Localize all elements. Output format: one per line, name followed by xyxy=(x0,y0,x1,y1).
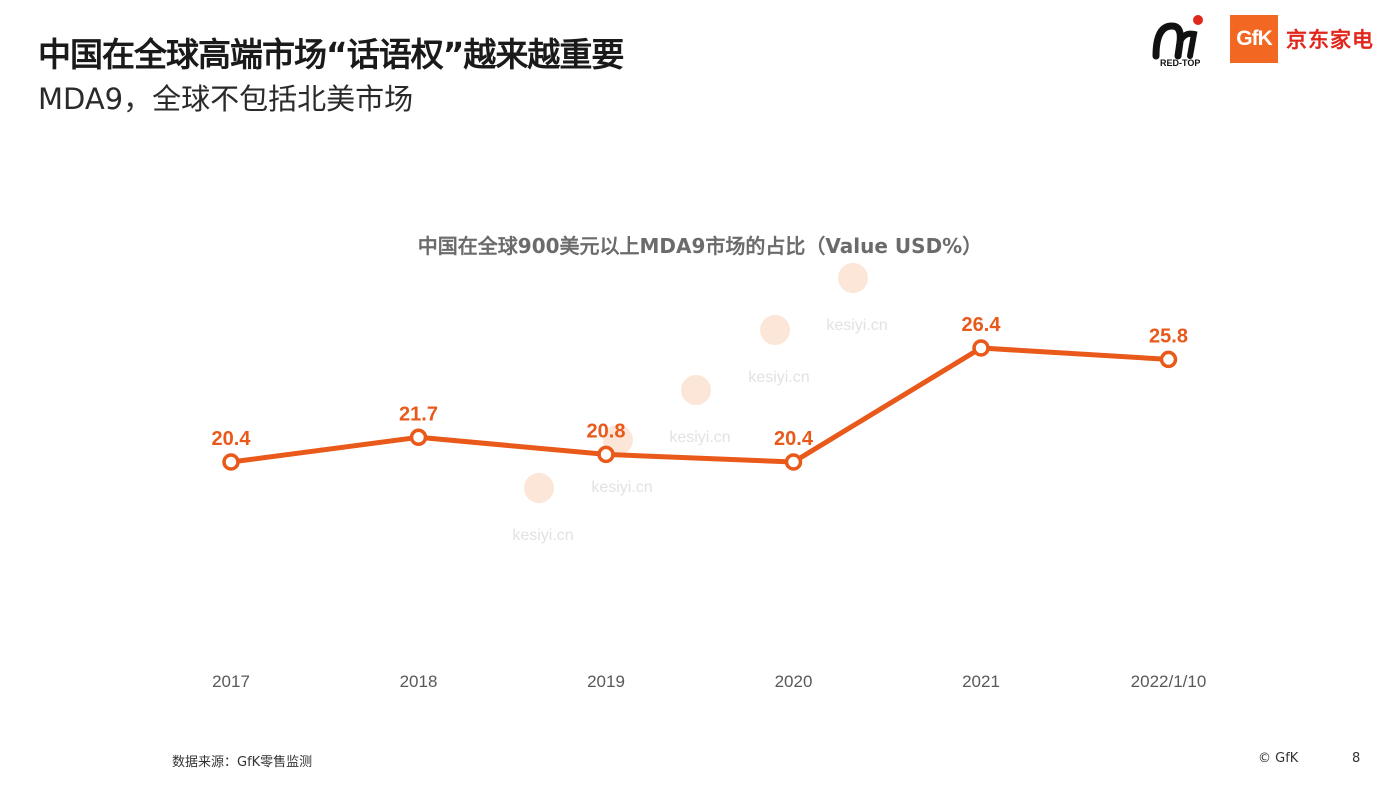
data-label: 26.4 xyxy=(962,314,1002,336)
watermark-figure xyxy=(838,263,868,293)
watermark-text: kesiyi.cn xyxy=(748,369,809,386)
data-label: 20.4 xyxy=(774,428,814,450)
jd-logo: 京东家电 xyxy=(1286,28,1374,52)
data-label: 21.7 xyxy=(399,403,438,425)
watermark-text: kesiyi.cn xyxy=(591,479,652,496)
watermark-text: kesiyi.cn xyxy=(669,429,730,446)
watermark-figure xyxy=(760,315,790,345)
data-point xyxy=(1159,350,1178,369)
series-line xyxy=(230,345,1169,465)
x-tick-label: 2019 xyxy=(587,672,625,691)
redtop-text: RED-TOP xyxy=(1160,58,1200,68)
page-subtitle: MDA9，全球不包括北美市场 xyxy=(38,82,414,116)
data-label: 20.8 xyxy=(587,420,626,442)
data-point xyxy=(597,445,615,464)
data-point xyxy=(409,428,428,447)
x-tick-label: 2018 xyxy=(400,672,438,691)
watermark-group: kesiyi.cn kesiyi.cn kesiyi.cn kesiyi.cn kesi… xyxy=(512,263,888,544)
data-point xyxy=(784,453,803,471)
redtop-logo: RED-TOP xyxy=(1152,15,1203,68)
gfk-logo: GfK xyxy=(1230,15,1278,63)
watermark-text: kesiyi.cn xyxy=(512,527,573,544)
watermark-text: kesiyi.cn xyxy=(826,317,887,334)
data-point xyxy=(222,453,240,471)
x-tick-label: 2020 xyxy=(775,672,813,691)
data-label: 25.8 xyxy=(1149,325,1188,347)
page-title: 中国在全球高端市场“话语权”越来越重要 xyxy=(38,35,624,74)
data-label: 20.4 xyxy=(212,428,252,450)
copyright: © GfK xyxy=(1258,751,1299,766)
x-tick-label: 2021 xyxy=(962,672,1000,691)
data-source-note: 数据来源：GfK零售监测 xyxy=(172,755,313,770)
page-number: 8 xyxy=(1352,751,1361,766)
chart-title: 中国在全球900美元以上MDA9市场的占比（Value USD%） xyxy=(417,234,983,258)
logo-group: RED-TOP GfK 京东家电 xyxy=(1150,12,1390,70)
x-tick-label: 2017 xyxy=(212,672,250,691)
watermark-figure xyxy=(681,375,711,405)
watermark-figure xyxy=(524,473,554,503)
x-tick-label: 2022/1/10 xyxy=(1131,672,1207,691)
data-point xyxy=(972,339,990,357)
